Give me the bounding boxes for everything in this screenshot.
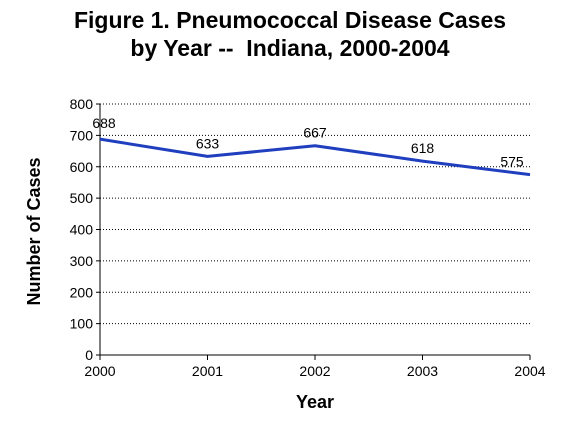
x-axis-ticks: 2000 2001 2002 2003 2004 — [84, 355, 546, 379]
x-tick-label: 2004 — [514, 363, 545, 379]
series-group — [99, 137, 531, 177]
y-tick-label: 400 — [70, 222, 94, 238]
data-label-2002: 667 — [303, 125, 327, 141]
x-tick-label: 2002 — [299, 363, 330, 379]
data-label-2004: 575 — [500, 154, 524, 170]
series-line — [99, 137, 531, 177]
y-tick-label: 200 — [70, 284, 94, 300]
y-tick-label: 600 — [70, 159, 94, 175]
y-tick-label: 800 — [70, 96, 94, 112]
y-tick-label: 0 — [85, 347, 93, 363]
y-tick-label: 300 — [70, 253, 94, 269]
chart-title-line-2: by Year -- Indiana, 2000-2004 — [130, 35, 450, 61]
x-tick-label: 2003 — [407, 363, 438, 379]
y-tick-label: 100 — [70, 316, 94, 332]
y-axis-title: Number of Cases — [24, 157, 44, 305]
y-tick-label: 700 — [70, 127, 94, 143]
data-label-2003: 618 — [411, 140, 435, 156]
data-label-2001: 633 — [196, 135, 220, 151]
x-axis-title: Year — [296, 392, 334, 412]
chart-title: Figure 1. Pneumococcal Disease Cases by … — [0, 6, 580, 62]
axes — [99, 104, 530, 356]
data-labels: 688 633 667 618 575 — [92, 115, 524, 169]
x-tick-label: 2000 — [84, 363, 115, 379]
y-tick-label: 500 — [70, 190, 94, 206]
data-label-2000: 688 — [92, 115, 116, 131]
chart-title-line-1: Figure 1. Pneumococcal Disease Cases — [73, 7, 507, 33]
x-tick-label: 2001 — [192, 363, 223, 379]
y-axis-ticks: 0 100 200 300 400 500 600 700 800 — [70, 96, 100, 363]
